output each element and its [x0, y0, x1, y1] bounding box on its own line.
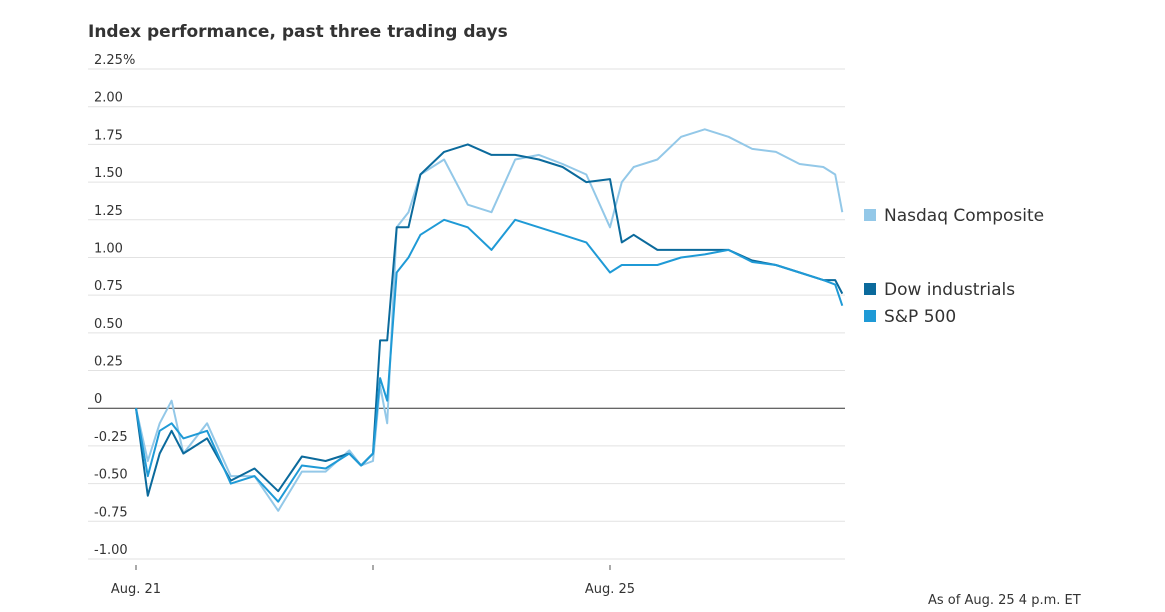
legend-label: Nasdaq Composite	[884, 206, 1044, 226]
legend-label: S&P 500	[884, 307, 956, 327]
y-tick-label: -1.00	[94, 543, 128, 558]
series-line	[135, 128, 844, 512]
x-tick-label: Aug. 21	[111, 582, 161, 597]
legend-label: Dow industrials	[884, 280, 1015, 300]
y-tick-label: 0.25	[94, 355, 123, 370]
legend-swatch	[864, 283, 876, 295]
y-tick-label: 2.25%	[94, 53, 135, 68]
legend-swatch	[864, 310, 876, 322]
y-tick-label: 1.50	[94, 166, 123, 181]
x-tick-label: Aug. 25	[585, 582, 635, 597]
y-tick-label: -0.25	[94, 430, 128, 445]
chart-title: Index performance, past three trading da…	[88, 22, 508, 42]
y-tick-label: -0.75	[94, 505, 128, 520]
y-tick-label: -0.50	[94, 468, 128, 483]
series-line	[135, 218, 844, 503]
y-tick-label: 0.50	[94, 317, 123, 332]
series-line	[135, 143, 844, 497]
note: As of Aug. 25 4 p.m. ET	[928, 593, 1081, 608]
y-tick-label: 2.00	[94, 91, 123, 106]
y-tick-label: 0.75	[94, 279, 123, 294]
legend-swatch	[864, 209, 876, 221]
y-tick-label: 0	[94, 392, 102, 407]
y-tick-label: 1.25	[94, 204, 123, 219]
y-tick-label: 1.75	[94, 128, 123, 143]
y-tick-label: 1.00	[94, 241, 123, 256]
